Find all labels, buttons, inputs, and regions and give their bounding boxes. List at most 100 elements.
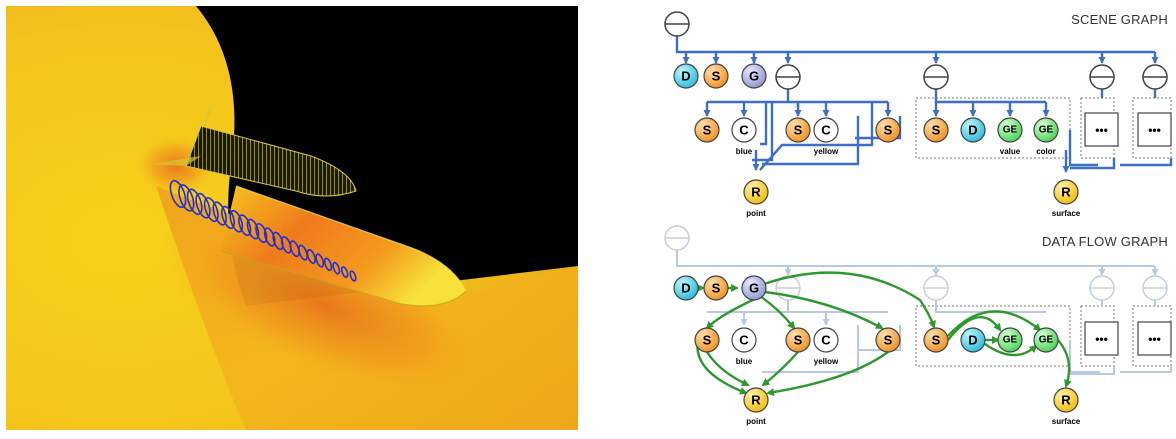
svg-text:C: C bbox=[821, 123, 831, 138]
svg-text:R: R bbox=[1061, 185, 1071, 200]
scene-label-value: value bbox=[1000, 147, 1021, 156]
svg-text:GE: GE bbox=[1003, 335, 1018, 346]
scene-label-color: color bbox=[1036, 147, 1056, 156]
svg-text:•••: ••• bbox=[1148, 123, 1161, 137]
svg-text:•••: ••• bbox=[1095, 123, 1108, 137]
particle-ring bbox=[306, 248, 316, 265]
flow-node-c: C bbox=[731, 327, 757, 353]
flow-node-s: S bbox=[923, 327, 949, 353]
svg-text:R: R bbox=[1061, 393, 1071, 408]
svg-text:S: S bbox=[712, 69, 721, 84]
scene-node-ge: GE bbox=[1033, 117, 1059, 143]
svg-text:G: G bbox=[749, 69, 759, 84]
graph-diagram: SCENE GRAPH bbox=[600, 0, 1176, 434]
scene-separator bbox=[775, 64, 801, 90]
flow-node-s: S bbox=[875, 327, 901, 353]
svg-text:S: S bbox=[932, 333, 941, 348]
flow-node-g: G bbox=[741, 275, 767, 301]
flow-node-ge: GE bbox=[997, 327, 1023, 353]
flow-root-separator bbox=[664, 225, 690, 251]
particle-ring bbox=[186, 188, 203, 216]
flow-node-s: S bbox=[785, 327, 811, 353]
svg-text:R: R bbox=[751, 185, 761, 200]
scene-label-surface: surface bbox=[1052, 209, 1081, 218]
svg-text:D: D bbox=[681, 281, 690, 296]
render-image bbox=[6, 6, 578, 430]
flow-ellipsis-node: ••• bbox=[1084, 321, 1119, 356]
render-view bbox=[6, 6, 578, 430]
group-box bbox=[1080, 97, 1115, 159]
svg-text:S: S bbox=[932, 123, 941, 138]
svg-text:C: C bbox=[821, 333, 831, 348]
scene-label-blue: blue bbox=[736, 147, 753, 156]
svg-text:GE: GE bbox=[1003, 125, 1018, 136]
scene-node-d: D bbox=[673, 63, 699, 89]
data-flow-graph-title: DATA FLOW GRAPH bbox=[1042, 234, 1168, 249]
particle-ring bbox=[246, 218, 260, 240]
particle-ring bbox=[203, 197, 219, 223]
scene-node-d: D bbox=[960, 117, 986, 143]
particle-ring bbox=[238, 214, 252, 237]
scene-node-s: S bbox=[694, 117, 720, 143]
scene-root-separator bbox=[664, 11, 690, 37]
flow-node-d: D bbox=[960, 327, 986, 353]
particle-ring bbox=[315, 253, 325, 268]
scene-node-s: S bbox=[785, 117, 811, 143]
svg-text:C: C bbox=[739, 333, 749, 348]
scene-separator bbox=[1089, 64, 1115, 90]
particle-ring bbox=[349, 270, 357, 282]
flow-separator bbox=[923, 275, 949, 301]
scene-node-ge: GE bbox=[997, 117, 1023, 143]
scene-ellipsis-node: ••• bbox=[1137, 112, 1172, 147]
svg-text:•••: ••• bbox=[1095, 332, 1108, 346]
particle-rings bbox=[169, 179, 357, 282]
svg-text:R: R bbox=[751, 393, 761, 408]
flow-ellipsis-node: ••• bbox=[1137, 321, 1172, 356]
particle-ring bbox=[229, 210, 244, 233]
scene-label-yellow: yellow bbox=[814, 147, 839, 156]
flow-node-s: S bbox=[694, 327, 720, 353]
scene-ellipsis-node: ••• bbox=[1084, 112, 1119, 147]
scene-separator bbox=[923, 64, 949, 90]
particle-ring bbox=[298, 244, 308, 261]
group-box bbox=[915, 97, 1071, 159]
graph-svg: SCENE GRAPH bbox=[664, 11, 1173, 426]
svg-text:D: D bbox=[968, 123, 977, 138]
flow-node-r: R bbox=[1053, 387, 1079, 413]
scene-node-g: G bbox=[741, 63, 767, 89]
svg-text:S: S bbox=[884, 333, 893, 348]
scene-node-r: R bbox=[743, 179, 769, 205]
particle-ring bbox=[195, 192, 211, 219]
particle-ring bbox=[169, 179, 187, 209]
scene-node-c: C bbox=[731, 117, 757, 143]
particle-ring bbox=[323, 257, 333, 272]
scene-graph: SCENE GRAPH bbox=[664, 11, 1173, 218]
flow-label-surface: surface bbox=[1052, 417, 1081, 426]
svg-text:D: D bbox=[681, 69, 690, 84]
group-box bbox=[1080, 305, 1115, 367]
svg-text:S: S bbox=[884, 123, 893, 138]
data-flow-graph: DATA FLOW GRAPH bbox=[664, 225, 1172, 426]
flow-label-blue: blue bbox=[736, 357, 753, 366]
scene-separator bbox=[1142, 64, 1168, 90]
flow-label-yellow: yellow bbox=[814, 357, 839, 366]
flow-node-c: C bbox=[813, 327, 839, 353]
particle-ring bbox=[212, 201, 227, 226]
scene-node-r: R bbox=[1053, 179, 1079, 205]
particle-ring bbox=[340, 266, 349, 279]
flow-label-point: point bbox=[746, 417, 766, 426]
flow-node-s: S bbox=[703, 275, 729, 301]
flow-node-d: D bbox=[673, 275, 699, 301]
particle-ring bbox=[289, 240, 300, 258]
svg-text:D: D bbox=[968, 333, 977, 348]
scene-node-s: S bbox=[875, 117, 901, 143]
svg-text:GE: GE bbox=[1039, 335, 1054, 346]
group-box bbox=[915, 305, 1071, 367]
svg-text:GE: GE bbox=[1039, 125, 1054, 136]
particle-ring bbox=[221, 205, 235, 230]
scene-graph-title: SCENE GRAPH bbox=[1071, 12, 1168, 27]
scene-label-point: point bbox=[746, 209, 766, 218]
svg-text:S: S bbox=[794, 123, 803, 138]
scene-node-c: C bbox=[813, 117, 839, 143]
particle-ring bbox=[332, 261, 341, 275]
